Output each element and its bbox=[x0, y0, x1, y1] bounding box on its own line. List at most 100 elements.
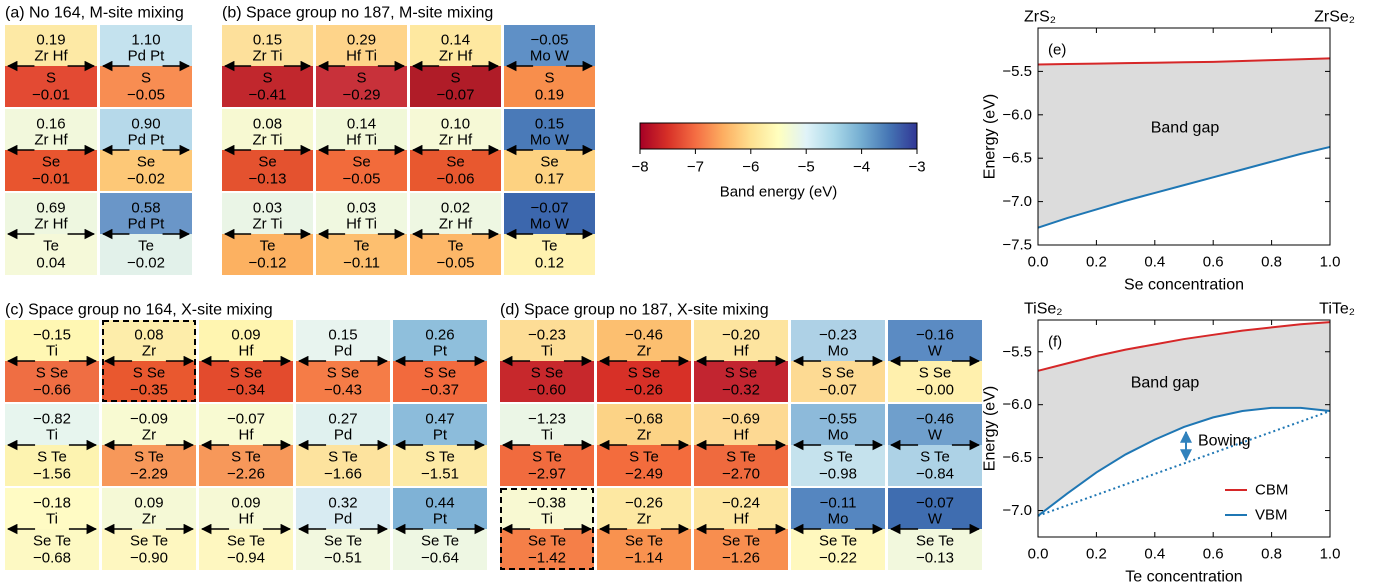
cell-top bbox=[410, 25, 501, 66]
x-tick-label: 0.8 bbox=[1261, 546, 1282, 563]
cell-top bbox=[316, 25, 407, 66]
cell-top-label: Zr bbox=[637, 427, 651, 444]
cell-bottom bbox=[102, 445, 196, 486]
cell-top-value: 0.15 bbox=[253, 32, 282, 49]
cell-top-value: −0.20 bbox=[722, 327, 760, 344]
cell-bottom bbox=[597, 361, 691, 402]
cell-top-value: 0.47 bbox=[425, 411, 454, 428]
x-tick-label: 0.0 bbox=[1028, 254, 1049, 271]
composition-label: TiTe₂ bbox=[1319, 301, 1355, 318]
cell-top-value: 0.15 bbox=[535, 116, 564, 133]
cell-bottom bbox=[393, 361, 487, 402]
cell-bottom-value: 0.19 bbox=[535, 87, 564, 104]
cell-bottom-value: −1.66 bbox=[324, 466, 362, 483]
cell-top-label: Ti bbox=[46, 511, 58, 528]
cell-bottom-label: Se bbox=[258, 154, 276, 171]
cell-bottom-value: −0.84 bbox=[916, 466, 954, 483]
cell-bottom-value: −2.29 bbox=[130, 466, 168, 483]
cell-bottom bbox=[222, 150, 313, 191]
cell-bottom-value: −0.90 bbox=[130, 550, 168, 567]
cell-top-label: Pt bbox=[433, 343, 448, 360]
cell-top-value: −0.09 bbox=[130, 411, 168, 428]
plot-frame bbox=[1037, 27, 1331, 246]
cell-top-label: W bbox=[928, 427, 943, 444]
cell-top-value: 1.10 bbox=[131, 32, 160, 49]
panel-title: (b) Space group no 187, M-site mixing bbox=[222, 5, 493, 22]
cell-bottom-label: S Se bbox=[424, 365, 457, 382]
cell-top-label: Mo W bbox=[530, 216, 570, 233]
cell-top bbox=[5, 25, 97, 66]
line-series bbox=[1037, 406, 1331, 517]
cell-bottom-value: −2.26 bbox=[227, 466, 265, 483]
band-gap-area bbox=[1038, 322, 1330, 516]
cell-bottom-label: S Se bbox=[133, 365, 166, 382]
cell-top-label: Zr Ti bbox=[253, 48, 283, 65]
cell-top bbox=[100, 109, 192, 150]
cell-bottom-label: S bbox=[46, 70, 56, 87]
composition-label: ZrSe₂ bbox=[1314, 9, 1355, 26]
cell-top bbox=[597, 488, 691, 529]
cell-bottom-value: −0.13 bbox=[249, 171, 287, 188]
cell-top-value: −0.55 bbox=[819, 411, 857, 428]
cell-top bbox=[102, 404, 196, 445]
cell-bottom-value: −0.32 bbox=[722, 382, 760, 399]
y-tick-label: −5.5 bbox=[1002, 63, 1032, 80]
cell-top bbox=[597, 320, 691, 361]
cell-bottom-value: −0.98 bbox=[819, 466, 857, 483]
cell-top-label: Zr Hf bbox=[439, 216, 473, 233]
cell-top-value: 0.16 bbox=[36, 116, 65, 133]
cell-bottom bbox=[222, 66, 313, 107]
cell-top bbox=[791, 404, 885, 445]
cell-bottom-label: Te bbox=[260, 238, 276, 255]
x-tick-label: 0.2 bbox=[1086, 254, 1107, 271]
cell-bottom bbox=[410, 150, 501, 191]
cell-top-value: −0.26 bbox=[625, 495, 663, 512]
y-tick-label: −7.0 bbox=[1002, 502, 1032, 519]
cell-bottom-value: −0.01 bbox=[32, 171, 70, 188]
colorbar-tick-label: −7 bbox=[687, 159, 704, 176]
cell-top-value: −0.11 bbox=[820, 495, 857, 512]
cell-bottom-label: Se bbox=[540, 154, 558, 171]
composition-label: TiSe₂ bbox=[1024, 301, 1063, 318]
cell-bottom-value: −0.94 bbox=[227, 550, 265, 567]
cell-top-value: −0.24 bbox=[722, 495, 760, 512]
cell-bottom-value: −1.51 bbox=[421, 466, 459, 483]
cell-top bbox=[694, 404, 788, 445]
x-tick-label: 1.0 bbox=[1320, 546, 1341, 563]
cell-bottom bbox=[791, 529, 885, 570]
cell-bottom-value: −2.70 bbox=[722, 466, 760, 483]
cell-top bbox=[296, 488, 390, 529]
cell-bottom-label: S Se bbox=[327, 365, 360, 382]
cell-top-label: Pd Pt bbox=[128, 132, 166, 149]
x-axis-label: Te concentration bbox=[1125, 569, 1242, 583]
cell-bottom bbox=[296, 529, 390, 570]
line-series bbox=[1037, 321, 1331, 372]
cell-bottom bbox=[410, 66, 501, 107]
cell-bottom bbox=[296, 361, 390, 402]
cell-bottom-label: Se bbox=[137, 154, 155, 171]
x-tick-label: 0.4 bbox=[1144, 254, 1165, 271]
x-tick-label: 1.0 bbox=[1320, 254, 1341, 271]
cell-bottom-value: −0.29 bbox=[343, 87, 381, 104]
cell-bottom-value: −0.12 bbox=[249, 255, 287, 272]
cell-top bbox=[888, 404, 982, 445]
cell-bottom bbox=[393, 529, 487, 570]
cell-top-value: −0.16 bbox=[916, 327, 954, 344]
cell-bottom-label: S Te bbox=[37, 449, 67, 466]
cell-bottom bbox=[504, 66, 595, 107]
cell-bottom-label: S bbox=[141, 70, 151, 87]
cell-bottom-value: −0.64 bbox=[421, 550, 459, 567]
panel-title: (a) No 164, M-site mixing bbox=[5, 5, 184, 22]
cell-bottom bbox=[316, 150, 407, 191]
cell-bottom-label: S Te bbox=[134, 449, 164, 466]
cell-top-label: Pd Pt bbox=[128, 216, 166, 233]
line-series bbox=[1037, 145, 1331, 229]
cell-top-label: Pt bbox=[433, 511, 448, 528]
cell-bottom-label: Se Te bbox=[625, 533, 663, 550]
cell-bottom-value: −0.02 bbox=[127, 255, 165, 272]
cell-top-label: Zr Hf bbox=[34, 48, 68, 65]
cell-top bbox=[296, 320, 390, 361]
cell-top-value: 0.29 bbox=[347, 32, 376, 49]
cell-top-value: −0.07 bbox=[916, 495, 954, 512]
cell-top-value: −0.18 bbox=[33, 495, 71, 512]
